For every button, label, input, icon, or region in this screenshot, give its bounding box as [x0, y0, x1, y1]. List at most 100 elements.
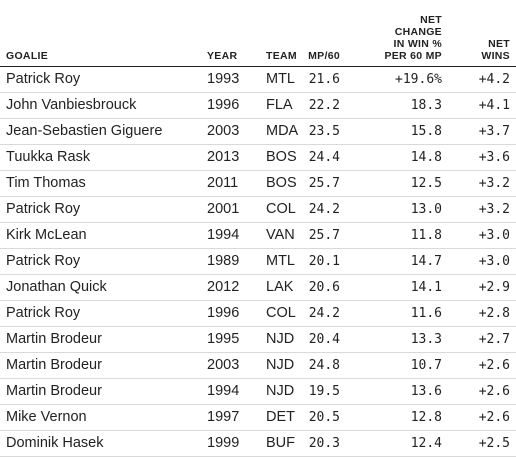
cell-net-wins: +3.2: [478, 202, 510, 217]
cell-year: 2011: [207, 175, 239, 191]
cell-net-change: 12.8: [410, 410, 442, 425]
cell-mp60: 24.4: [308, 150, 340, 165]
cell-year: 1994: [207, 227, 240, 243]
cell-mp60: 24.8: [308, 358, 340, 373]
cell-team: MDA: [266, 123, 299, 139]
cell-team: BOS: [266, 149, 297, 165]
cell-goalie: Martin Brodeur: [6, 357, 102, 373]
cell-team: MTL: [266, 253, 295, 269]
table-row: Tim Thomas 2011 BOS 25.7 12.5 +3.2: [0, 171, 516, 197]
cell-mp60: 20.5: [308, 410, 340, 425]
cell-team: NJD: [266, 357, 295, 373]
table-row: Patrick Roy 1993 MTL 21.6 +19.6% +4.2: [0, 67, 516, 93]
cell-goalie: Patrick Roy: [6, 71, 81, 87]
table-row: Jean-Sebastien Giguere 2003 MDA 23.5 15.8 +3.…: [0, 119, 516, 145]
cell-mp60: 22.2: [308, 98, 340, 113]
cell-net-wins: +4.1: [478, 98, 510, 113]
cell-mp60: 23.5: [308, 124, 340, 139]
cell-year: 1996: [207, 305, 240, 321]
cell-net-change: +19.6%: [395, 72, 442, 87]
cell-net-wins: +2.6: [478, 410, 510, 425]
table-header: GOALIE YEAR TEAM MP/60 NET CHANGE IN WIN…: [0, 0, 516, 67]
cell-mp60: 20.1: [308, 254, 340, 269]
cell-team: BUF: [266, 435, 295, 451]
table-row: Martin Brodeur 1995 NJD 20.4 13.3 +2.7: [0, 327, 516, 353]
column-header-net-wins: NET WINS: [481, 38, 510, 62]
table-row: Tuukka Rask 2013 BOS 24.4 14.8 +3.6: [0, 145, 516, 171]
cell-mp60: 21.6: [308, 72, 340, 87]
cell-year: 2003: [207, 123, 240, 139]
cell-net-wins: +2.6: [478, 358, 510, 373]
cell-net-change: 15.8: [410, 124, 442, 139]
table-row: Martin Brodeur 1994 NJD 19.5 13.6 +2.6: [0, 379, 516, 405]
cell-net-change: 12.5: [410, 176, 442, 191]
column-header-year: YEAR: [207, 50, 238, 62]
cell-net-wins: +3.2: [478, 176, 510, 191]
cell-year: 1999: [207, 435, 240, 451]
table-row: John Vanbiesbrouck 1996 FLA 22.2 18.3 +4.1: [0, 93, 516, 119]
cell-net-wins: +3.0: [478, 254, 510, 269]
cell-goalie: Martin Brodeur: [6, 331, 102, 347]
cell-mp60: 25.7: [308, 228, 340, 243]
cell-team: DET: [266, 409, 295, 425]
cell-net-wins: +2.9: [478, 280, 510, 295]
cell-goalie: Martin Brodeur: [6, 383, 102, 399]
cell-net-wins: +2.5: [478, 436, 510, 451]
table-row: Dominik Hasek 1999 BUF 20.3 12.4 +2.5: [0, 431, 516, 457]
table-row: Mike Vernon 1997 DET 20.5 12.8 +2.6: [0, 405, 516, 431]
cell-net-change: 13.6: [410, 384, 442, 399]
cell-mp60: 20.6: [308, 280, 340, 295]
cell-net-wins: +2.7: [478, 332, 510, 347]
column-header-goalie: GOALIE: [6, 50, 49, 62]
cell-year: 1996: [207, 97, 240, 113]
cell-year: 2012: [207, 279, 240, 295]
table-row: Patrick Roy 1989 MTL 20.1 14.7 +3.0: [0, 249, 516, 275]
cell-year: 1993: [207, 71, 240, 87]
cell-year: 1997: [207, 409, 240, 425]
table-row: Patrick Roy 2001 COL 24.2 13.0 +3.2: [0, 197, 516, 223]
cell-year: 1994: [207, 383, 240, 399]
cell-mp60: 19.5: [308, 384, 340, 399]
table-body: Patrick Roy 1993 MTL 21.6 +19.6% +4.2 John Van…: [0, 67, 516, 457]
cell-net-change: 14.7: [410, 254, 442, 269]
cell-goalie: Dominik Hasek: [6, 435, 104, 451]
cell-net-wins: +4.2: [478, 72, 510, 87]
cell-net-wins: +2.8: [478, 306, 510, 321]
cell-goalie: Mike Vernon: [6, 409, 87, 425]
cell-goalie: Jonathan Quick: [6, 279, 107, 295]
cell-goalie: Patrick Roy: [6, 305, 81, 321]
cell-mp60: 20.3: [308, 436, 340, 451]
cell-team: NJD: [266, 331, 295, 347]
cell-team: LAK: [266, 279, 294, 295]
cell-year: 2013: [207, 149, 240, 165]
cell-net-change: 14.1: [410, 280, 442, 295]
cell-net-change: 14.8: [410, 150, 442, 165]
column-header-team: TEAM: [266, 50, 297, 62]
cell-team: NJD: [266, 383, 295, 399]
cell-net-change: 18.3: [410, 98, 442, 113]
cell-mp60: 20.4: [308, 332, 340, 347]
cell-goalie: Kirk McLean: [6, 227, 87, 243]
cell-goalie: Patrick Roy: [6, 201, 81, 217]
cell-goalie: John Vanbiesbrouck: [6, 97, 137, 113]
cell-mp60: 25.7: [308, 176, 340, 191]
cell-team: COL: [266, 305, 296, 321]
cell-net-wins: +3.0: [478, 228, 510, 243]
cell-net-change: 11.8: [410, 228, 442, 243]
cell-net-wins: +3.6: [478, 150, 510, 165]
cell-team: FLA: [266, 97, 293, 113]
cell-net-wins: +2.6: [478, 384, 510, 399]
cell-net-change: 12.4: [410, 436, 442, 451]
cell-year: 1989: [207, 253, 240, 269]
table-row: Kirk McLean 1994 VAN 25.7 11.8 +3.0: [0, 223, 516, 249]
cell-mp60: 24.2: [308, 306, 340, 321]
cell-team: BOS: [266, 175, 297, 191]
cell-goalie: Patrick Roy: [6, 253, 81, 269]
cell-goalie: Tuukka Rask: [6, 149, 91, 165]
column-header-net-change: NET CHANGE IN WIN % PER 60 MP: [384, 14, 442, 62]
column-header-mp60: MP/60: [308, 50, 340, 62]
cell-net-change: 13.3: [410, 332, 442, 347]
table-row: Martin Brodeur 2003 NJD 24.8 10.7 +2.6: [0, 353, 516, 379]
table-row: Patrick Roy 1996 COL 24.2 11.6 +2.8: [0, 301, 516, 327]
